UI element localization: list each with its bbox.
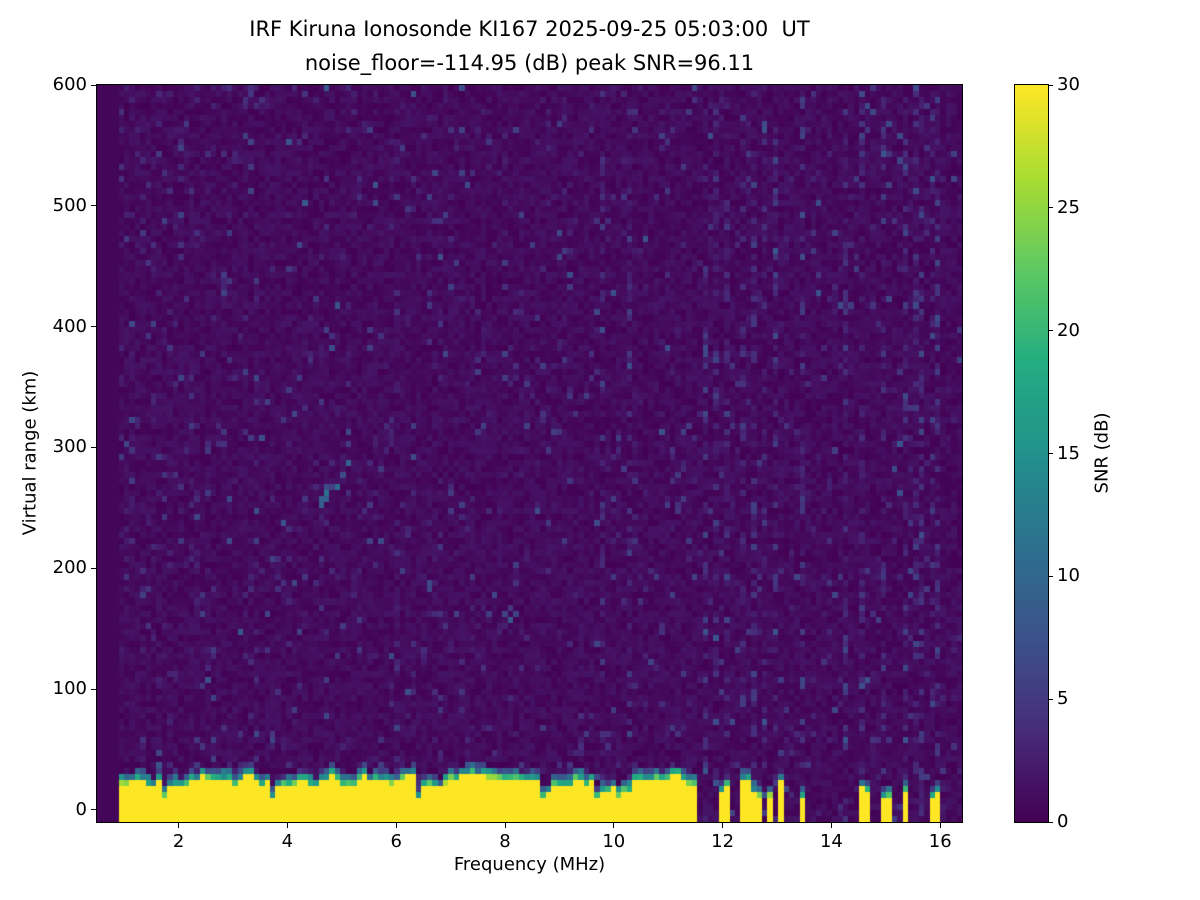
x-tick-mark <box>178 823 180 828</box>
x-tick-mark <box>504 823 506 828</box>
x-tick-label: 6 <box>390 831 402 852</box>
colorbar-tick-mark <box>1049 84 1053 86</box>
colorbar-tick-mark <box>1049 821 1053 823</box>
x-tick-mark <box>939 823 941 828</box>
x-tick-label: 14 <box>819 831 843 852</box>
colorbar-tick-label: 15 <box>1057 442 1080 464</box>
x-tick-mark <box>722 823 724 828</box>
x-tick-mark <box>286 823 288 828</box>
y-tick-mark <box>91 809 96 811</box>
y-tick-label: 0 <box>75 798 87 820</box>
x-tick-mark <box>613 823 615 828</box>
x-tick-label: 2 <box>172 831 185 852</box>
chart-title-line1: IRF Kiruna Ionosonde KI167 2025-09-25 05… <box>249 17 810 41</box>
y-tick-mark <box>91 567 96 569</box>
x-tick-label: 12 <box>711 831 735 852</box>
colorbar-tick-label: 10 <box>1057 565 1080 587</box>
colorbar-tick-label: 25 <box>1057 196 1080 218</box>
y-tick-label: 200 <box>52 557 87 579</box>
colorbar-tick-mark <box>1049 207 1053 209</box>
colorbar-label: SNR (dB) <box>1091 412 1113 494</box>
colorbar-tick-mark <box>1049 575 1053 577</box>
chart-title: IRF Kiruna Ionosonde KI167 2025-09-25 05… <box>97 12 962 80</box>
x-tick-mark <box>830 823 832 828</box>
y-tick-mark <box>91 688 96 690</box>
colorbar-tick-label: 0 <box>1057 811 1069 832</box>
colorbar-tick-mark <box>1049 453 1053 454</box>
y-tick-label: 100 <box>52 678 87 700</box>
x-tick-label: 16 <box>928 831 952 852</box>
colorbar-gradient-canvas <box>1015 85 1048 822</box>
colorbar-tick-mark <box>1049 698 1053 700</box>
x-tick-mark <box>395 823 397 828</box>
y-tick-mark <box>91 205 96 207</box>
colorbar-tick-label: 5 <box>1057 688 1069 710</box>
y-tick-label: 300 <box>52 436 87 458</box>
y-tick-label: 500 <box>52 194 87 216</box>
x-tick-label: 8 <box>499 831 511 852</box>
colorbar-tick-label: 20 <box>1057 319 1080 341</box>
plot-area <box>96 84 963 823</box>
y-tick-mark <box>91 326 96 328</box>
x-tick-label: 10 <box>602 831 626 852</box>
colorbar-tick-label: 30 <box>1057 74 1080 95</box>
ionogram-heatmap-canvas <box>97 85 962 822</box>
y-tick-mark <box>91 84 96 86</box>
x-tick-label: 4 <box>281 831 294 852</box>
colorbar-tick-mark <box>1049 330 1053 332</box>
chart-title-line2: noise_floor=-114.95 (dB) peak SNR=96.11 <box>304 51 755 75</box>
y-tick-mark <box>91 446 96 448</box>
y-tick-label: 600 <box>52 74 87 95</box>
y-tick-label: 400 <box>52 315 87 337</box>
colorbar <box>1014 84 1049 823</box>
x-axis-label: Frequency (MHz) <box>453 854 606 875</box>
y-axis-label: Virtual range (km) <box>19 370 41 536</box>
